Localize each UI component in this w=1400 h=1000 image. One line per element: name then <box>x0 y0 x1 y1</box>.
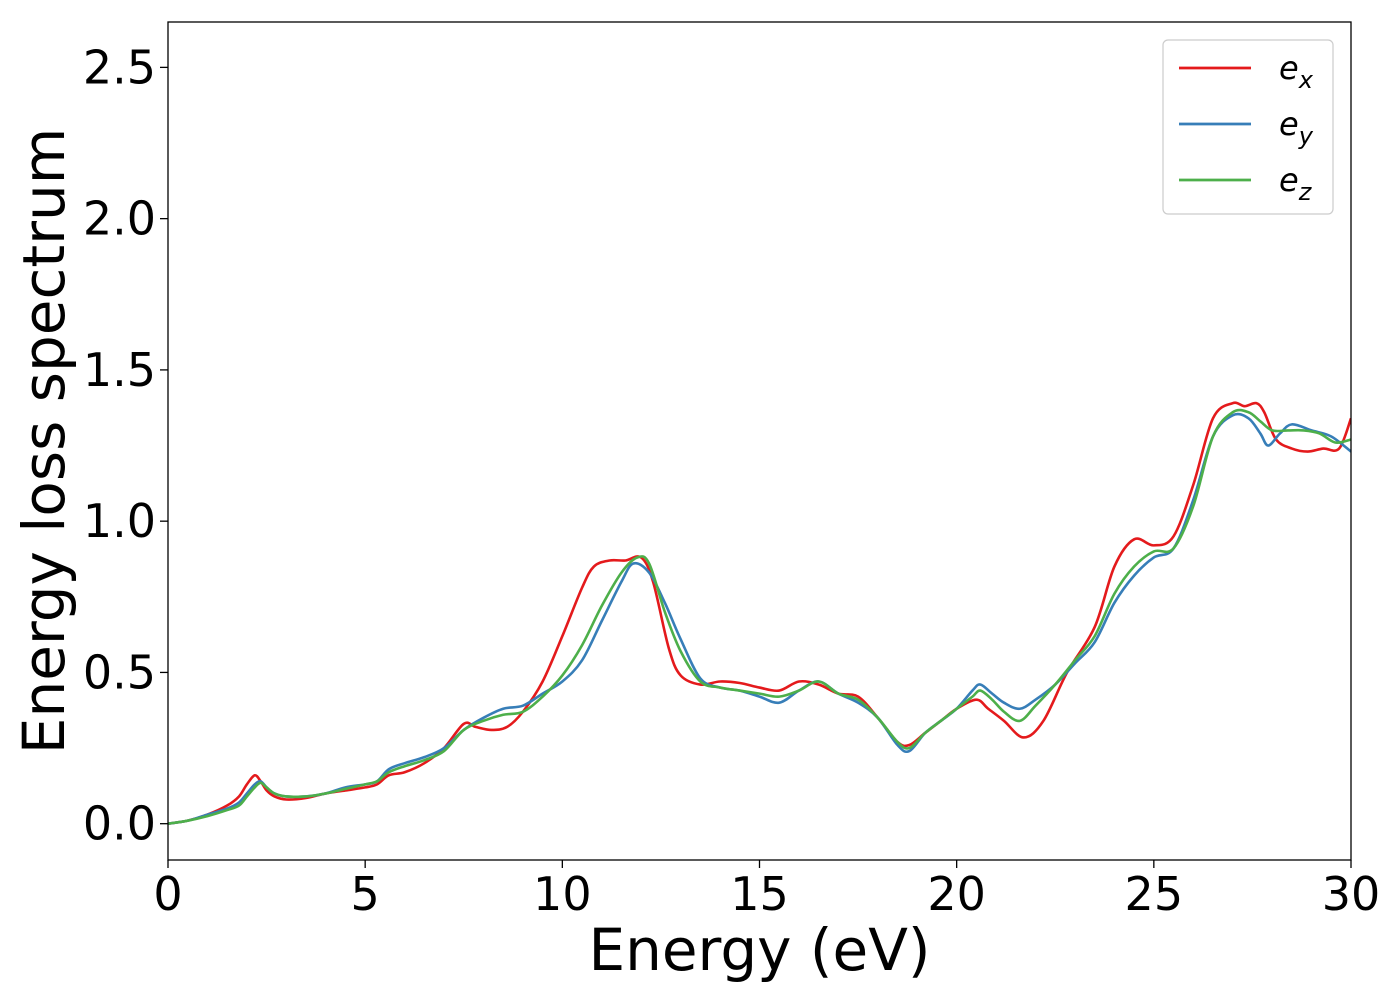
x-axis-title: Energy (eV) <box>588 916 930 984</box>
series-line-ez <box>168 408 1351 825</box>
x-tick-label: 10 <box>533 867 592 921</box>
x-tick-label: 0 <box>153 867 182 921</box>
x-tick-label: 25 <box>1125 867 1184 921</box>
legend-subscript: z <box>1298 178 1313 206</box>
legend-box <box>1162 39 1334 215</box>
x-tick-label: 5 <box>351 867 380 921</box>
plot-area <box>168 401 1351 825</box>
y-axis: 0.0 0.5 1.0 1.5 2.0 2.5 <box>83 40 168 851</box>
y-tick-label: 2.5 <box>83 40 156 94</box>
x-tick-label: 20 <box>927 867 986 921</box>
legend-subscript: y <box>1298 122 1314 150</box>
x-tick-label: 15 <box>730 867 789 921</box>
x-tick-label: 30 <box>1322 867 1381 921</box>
y-tick-label: 2.0 <box>83 192 156 246</box>
y-tick-label: 1.5 <box>83 343 156 397</box>
y-tick-label: 0.5 <box>83 645 156 699</box>
y-tick-label: 1.0 <box>83 494 156 548</box>
legend-subscript: x <box>1298 66 1314 94</box>
y-axis-title: Energy loss spectrum <box>10 128 78 754</box>
x-axis: 0 5 10 15 20 25 30 <box>153 860 1380 921</box>
y-tick-label: 0.0 <box>83 797 156 851</box>
